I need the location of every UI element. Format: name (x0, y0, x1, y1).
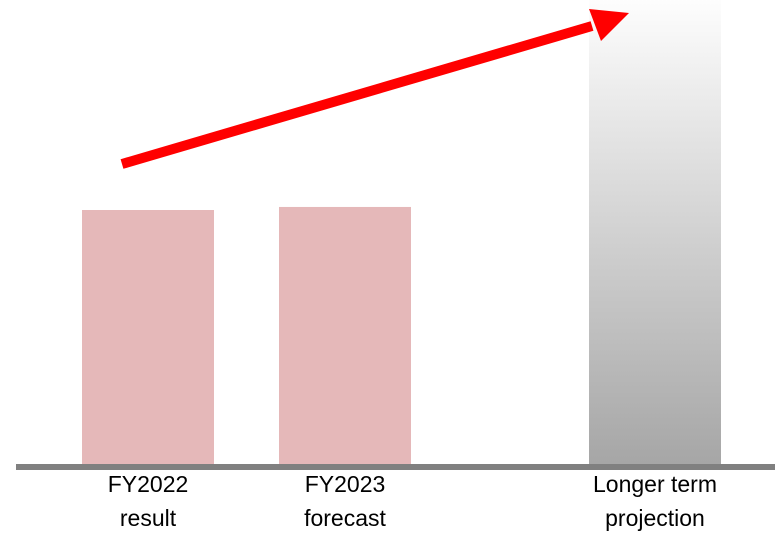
category-label-2-line-1: FY2023 (305, 471, 386, 497)
bar-3 (589, 0, 721, 465)
category-label-3-line-1: Longer term (593, 471, 717, 497)
bars (82, 0, 721, 465)
bar-2 (279, 206, 411, 464)
category-label-1-line-2: result (120, 505, 177, 531)
category-labels: FY2022 result FY2023 forecast Longer term pro… (108, 471, 717, 531)
trend-arrow-shaft (120, 21, 594, 169)
category-label-2-line-2: forecast (304, 505, 386, 531)
trend-arrow-head (589, 9, 629, 41)
category-label-2: FY2023 forecast (304, 471, 386, 531)
bar-1 (82, 210, 214, 464)
category-label-3-line-2: projection (605, 505, 705, 531)
trend-arrow (120, 9, 629, 169)
category-label-1-line-1: FY2022 (108, 471, 189, 497)
category-label-1: FY2022 result (108, 471, 189, 531)
category-label-3: Longer term projection (593, 471, 717, 531)
